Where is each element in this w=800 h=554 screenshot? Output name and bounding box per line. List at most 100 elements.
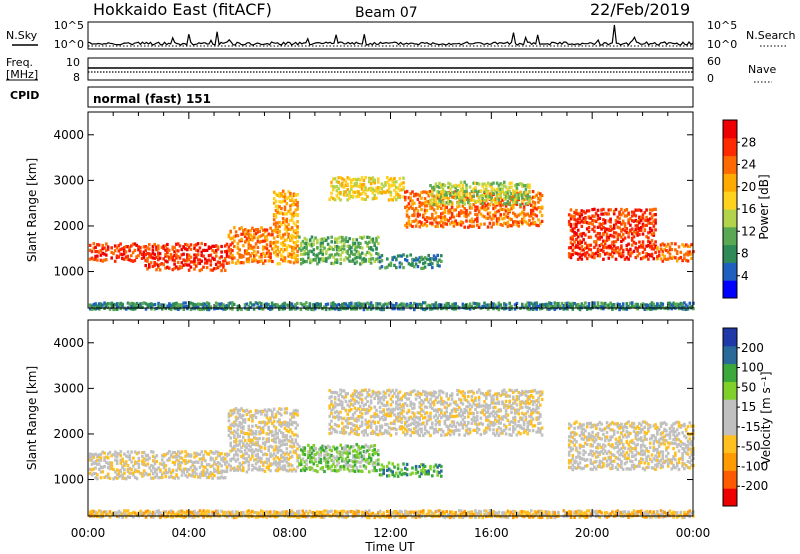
- heatmap-cell: [142, 473, 146, 477]
- heatmap-cell: [321, 256, 324, 260]
- heatmap-cell: [440, 206, 443, 210]
- heatmap-cell: [686, 259, 690, 263]
- heatmap-cell: [265, 413, 269, 417]
- heatmap-cell: [276, 253, 280, 257]
- heatmap-cell: [337, 196, 340, 200]
- heatmap-cell: [305, 252, 308, 256]
- heatmap-cell: [616, 220, 620, 224]
- heatmap-cell: [258, 432, 261, 436]
- heatmap-cell: [351, 445, 355, 449]
- heatmap-cell: [195, 454, 198, 458]
- heatmap-cell: [636, 208, 639, 212]
- heatmap-cell: [296, 193, 299, 197]
- heatmap-cell: [325, 238, 328, 242]
- heatmap-cell: [400, 188, 403, 192]
- heatmap-cell: [187, 257, 191, 261]
- heatmap-cell: [497, 301, 501, 305]
- heatmap-cell: [366, 241, 369, 245]
- heatmap-cell: [353, 457, 357, 461]
- heatmap-cell: [368, 453, 371, 457]
- heatmap-cell: [274, 454, 278, 458]
- heatmap-cell: [272, 439, 276, 444]
- heatmap-cell: [387, 426, 391, 430]
- heatmap-cell: [407, 196, 411, 200]
- heatmap-cell: [308, 449, 312, 453]
- heatmap-cell: [353, 427, 357, 431]
- heatmap-cell: [454, 183, 457, 187]
- heatmap-cell: [423, 308, 427, 312]
- heatmap-cell: [596, 236, 600, 240]
- heatmap-cell: [96, 458, 99, 462]
- heatmap-cell: [342, 425, 346, 429]
- heatmap-cell: [290, 469, 294, 473]
- heatmap-cell: [357, 194, 360, 198]
- heatmap-cell: [641, 232, 645, 236]
- heatmap-cell: [341, 235, 344, 240]
- heatmap-cell: [229, 444, 232, 448]
- heatmap-cell: [632, 304, 636, 308]
- heatmap-cell: [593, 219, 596, 223]
- heatmap-cell: [233, 468, 236, 473]
- heatmap-cell: [630, 210, 634, 214]
- heatmap-cell: [332, 185, 335, 189]
- heatmap-cell: [274, 415, 278, 419]
- heatmap-cell: [618, 212, 621, 216]
- heatmap-cell: [99, 305, 103, 309]
- heatmap-cell: [492, 187, 495, 191]
- heatmap-cell: [274, 463, 278, 467]
- heatmap-cell: [377, 394, 380, 398]
- heatmap-cell: [521, 182, 524, 186]
- heatmap-cell: [495, 217, 499, 221]
- heatmap-cell: [344, 459, 348, 463]
- heatmap-cell: [368, 419, 371, 423]
- heatmap-cell: [616, 246, 620, 250]
- heatmap-cell: [486, 307, 490, 311]
- heatmap-cell: [384, 395, 387, 399]
- heatmap-cell: [330, 411, 333, 416]
- heatmap-cell: [427, 263, 430, 267]
- heatmap-cell: [483, 187, 486, 191]
- heatmap-cell: [308, 261, 312, 265]
- heatmap-cell: [463, 225, 466, 229]
- heatmap-cell: [346, 182, 349, 186]
- heatmap-cell: [175, 473, 178, 477]
- heatmap-cell: [115, 304, 119, 308]
- heatmap-cell: [440, 254, 443, 258]
- heatmap-cell: [456, 304, 459, 309]
- heatmap-cell: [328, 253, 332, 257]
- heatmap-cell: [332, 427, 335, 431]
- heatmap-cell: [522, 215, 526, 219]
- heatmap-cell: [166, 260, 169, 264]
- heatmap-cell: [186, 253, 189, 257]
- heatmap-cell: [176, 260, 180, 264]
- heatmap-cell: [434, 391, 438, 395]
- heatmap-cell: [373, 415, 376, 419]
- heatmap-cell: [404, 422, 407, 426]
- heatmap-cell: [600, 208, 603, 212]
- heatmap-cell: [316, 253, 319, 257]
- heatmap-cell: [303, 242, 307, 246]
- heatmap-cell: [602, 250, 605, 254]
- heatmap-cell: [214, 249, 218, 253]
- heatmap-cell: [454, 400, 457, 404]
- heatmap-cell: [476, 216, 479, 220]
- heatmap-cell: [316, 238, 319, 242]
- heatmap-cell: [364, 402, 367, 406]
- heatmap-cell: [269, 305, 272, 309]
- heatmap-cell: [569, 305, 573, 309]
- heatmap-cell: [395, 402, 398, 406]
- heatmap-cell: [101, 259, 104, 263]
- heatmap-cell: [344, 302, 348, 306]
- heatmap-cell: [137, 451, 141, 455]
- heatmap-cell: [272, 197, 276, 201]
- heatmap-cell: [652, 207, 656, 211]
- heatmap-cell: [234, 407, 238, 411]
- heatmap-cell: [625, 243, 629, 248]
- heatmap-cell: [130, 307, 133, 311]
- heatmap-cell: [289, 439, 292, 443]
- heatmap-cell: [495, 187, 499, 191]
- heatmap-cell: [513, 303, 517, 307]
- heatmap-cell: [656, 257, 659, 261]
- heatmap-cell: [330, 307, 333, 311]
- heatmap-cell: [205, 259, 209, 263]
